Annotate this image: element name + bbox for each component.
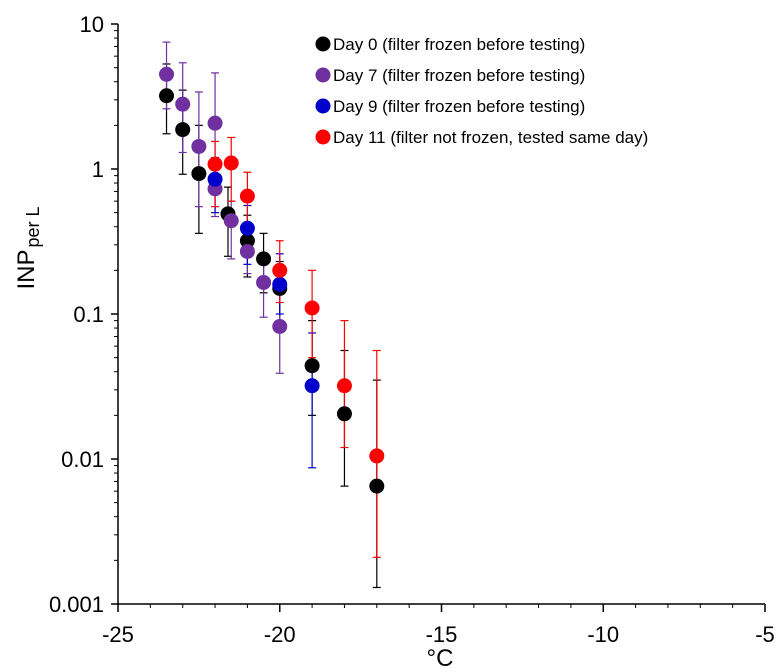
data-point <box>272 276 288 292</box>
data-point <box>336 406 352 422</box>
error-bars <box>162 41 381 589</box>
data-point <box>207 156 223 172</box>
y-tick-label: 0.01 <box>61 447 104 472</box>
legend-label: Day 7 (filter frozen before testing) <box>333 66 585 85</box>
x-axis-title: °C <box>427 645 454 672</box>
data-point <box>191 138 207 154</box>
data-point <box>223 155 239 171</box>
data-point <box>207 115 223 131</box>
y-tick-label: 0.1 <box>73 302 104 327</box>
legend-marker <box>315 129 331 145</box>
data-point <box>239 220 255 236</box>
data-point <box>369 478 385 494</box>
data-point <box>272 262 288 278</box>
x-tick-label: -5 <box>755 622 775 647</box>
legend: Day 0 (filter frozen before testing) Day … <box>315 35 648 147</box>
y-axis-title-main: INP <box>13 250 40 290</box>
y-axis-title-sub: per L <box>23 206 43 247</box>
data-point <box>239 243 255 259</box>
data-point <box>272 318 288 334</box>
data-point <box>159 66 175 82</box>
y-axis-title: INP per L <box>13 206 43 289</box>
x-tick-label: -15 <box>426 622 458 647</box>
data-point <box>223 213 239 229</box>
legend-marker <box>315 98 331 114</box>
data-points <box>159 66 385 494</box>
data-point <box>304 300 320 316</box>
x-tick-label: -10 <box>587 622 619 647</box>
data-point <box>191 166 207 182</box>
legend-label: Day 9 (filter frozen before testing) <box>333 97 585 116</box>
legend-label: Day 11 (filter not frozen, tested same d… <box>333 128 648 147</box>
data-point <box>239 233 255 249</box>
y-tick-label: 10 <box>80 12 104 37</box>
legend-marker <box>315 36 331 52</box>
data-point <box>239 188 255 204</box>
data-point <box>175 96 191 112</box>
y-tick-label: 0.001 <box>49 592 104 617</box>
y-tick-label: 1 <box>92 157 104 182</box>
data-point <box>256 251 272 267</box>
data-point <box>175 122 191 138</box>
data-point <box>159 88 175 104</box>
x-tick-label: -25 <box>102 622 134 647</box>
y-axis: 0.001 0.01 0.1 1 10 <box>49 12 119 617</box>
data-point <box>336 378 352 394</box>
data-point <box>304 358 320 374</box>
legend-label: Day 0 (filter frozen before testing) <box>333 35 585 54</box>
data-point <box>207 171 223 187</box>
legend-marker <box>315 67 331 83</box>
data-point <box>369 448 385 464</box>
data-point <box>304 378 320 394</box>
x-axis: -25 -20 -15 -10 -5 <box>102 603 775 647</box>
data-point <box>256 274 272 290</box>
x-tick-label: -20 <box>264 622 296 647</box>
